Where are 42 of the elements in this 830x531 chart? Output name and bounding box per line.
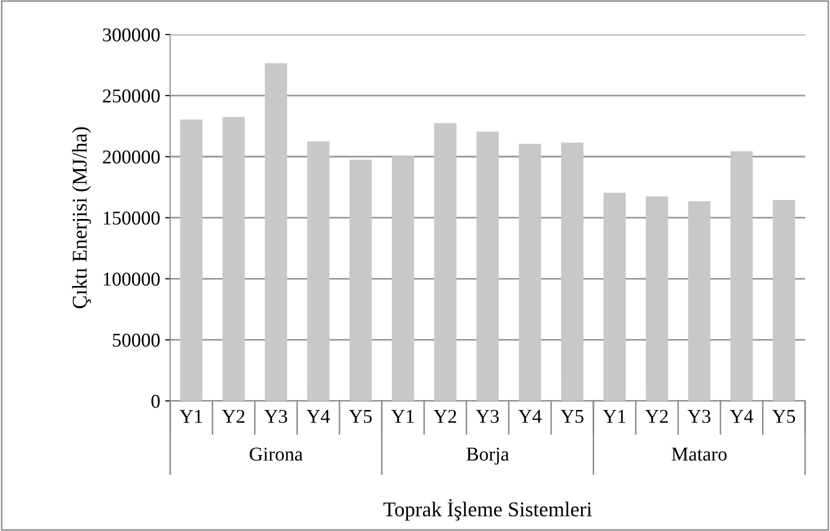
bar — [730, 151, 753, 401]
bar — [688, 201, 710, 401]
bar — [350, 160, 372, 401]
bar — [561, 142, 584, 401]
x-tick-label: Y1 — [391, 410, 414, 423]
bar — [646, 196, 668, 401]
bar — [434, 123, 456, 401]
x-tick-label: Y5 — [560, 410, 584, 423]
bar — [222, 117, 245, 401]
x-tick-label: Y3 — [688, 410, 710, 423]
bar — [264, 63, 288, 401]
x-tick-label: Y3 — [476, 410, 499, 423]
bar — [603, 192, 626, 401]
x-tick-label: Y4 — [306, 410, 330, 423]
y-tick-label: 100000 — [104, 272, 160, 286]
x-tick-label: Y5 — [772, 410, 796, 423]
text: Mataro — [672, 448, 727, 461]
x-tick-label: Y2 — [434, 410, 456, 423]
bar — [392, 156, 414, 401]
x-axis-title: Toprak İşleme Sistemleri — [383, 499, 592, 521]
y-tick-label: 200000 — [102, 150, 160, 164]
x-tick-label: Y4 — [730, 410, 754, 423]
text: Girona — [250, 448, 303, 461]
x-tick-label: Y5 — [348, 410, 372, 423]
bar — [180, 119, 202, 401]
bar — [476, 132, 499, 401]
y-tick-label: 50000 — [112, 334, 160, 347]
y-tick-label: 250000 — [102, 89, 160, 103]
x-tick-label: Y2 — [645, 410, 668, 423]
y-tick-label: 150000 — [104, 212, 160, 225]
y-tick-label: 0 — [151, 394, 160, 408]
bar — [518, 144, 542, 401]
bar — [307, 141, 330, 401]
text: Borja — [466, 448, 509, 465]
y-tick-label: 300000 — [103, 28, 160, 42]
x-tick-label: Y1 — [602, 410, 626, 423]
y-axis-title: Çıktı Enerjisi (MJ/ha) — [72, 127, 91, 308]
x-tick-label: Y2 — [222, 410, 244, 423]
bar — [772, 200, 796, 401]
x-tick-label: Y1 — [180, 410, 202, 423]
x-tick-label: Y3 — [264, 410, 288, 423]
x-tick-label: Y4 — [518, 410, 542, 423]
